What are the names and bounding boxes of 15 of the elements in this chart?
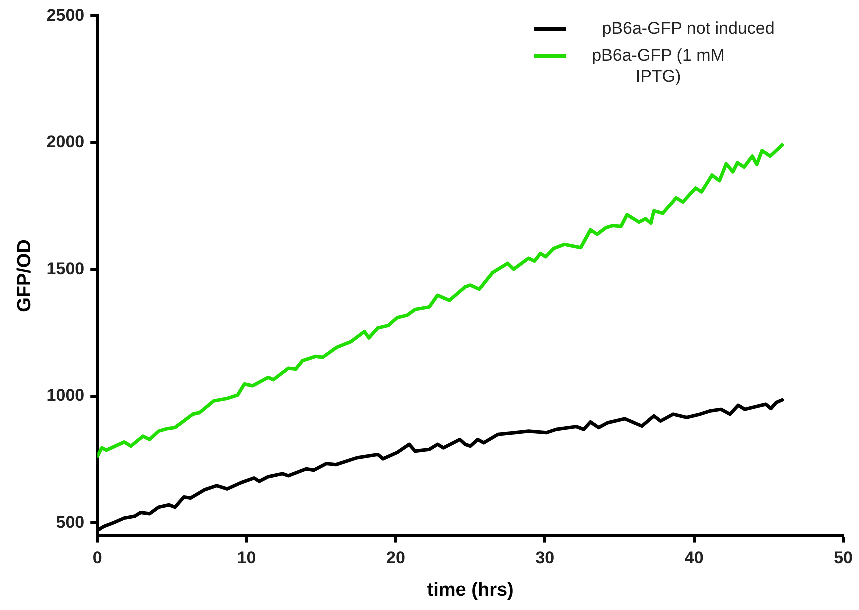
- x-axis-title: time (hrs): [427, 580, 514, 601]
- legend-label: pB6a-GFP (1 mM IPTG): [591, 45, 726, 88]
- y-tick-label: 1000: [46, 386, 85, 406]
- y-axis-title: GFP/OD: [14, 240, 36, 312]
- x-tick-label: 40: [684, 548, 704, 568]
- x-tick-label: 10: [237, 548, 256, 568]
- y-tick-label: 2000: [46, 132, 85, 152]
- y-tick-label: 1500: [46, 259, 85, 278]
- legend-label: pB6a-GFP not induced: [601, 18, 776, 40]
- x-tick-label: 30: [536, 548, 555, 568]
- y-tick-label: 500: [56, 512, 85, 532]
- x-tick-label: 50: [834, 548, 854, 568]
- y-tick-label: 2500: [46, 6, 85, 25]
- x-tick-label: 0: [92, 548, 102, 568]
- x-tick-label: 20: [386, 548, 406, 568]
